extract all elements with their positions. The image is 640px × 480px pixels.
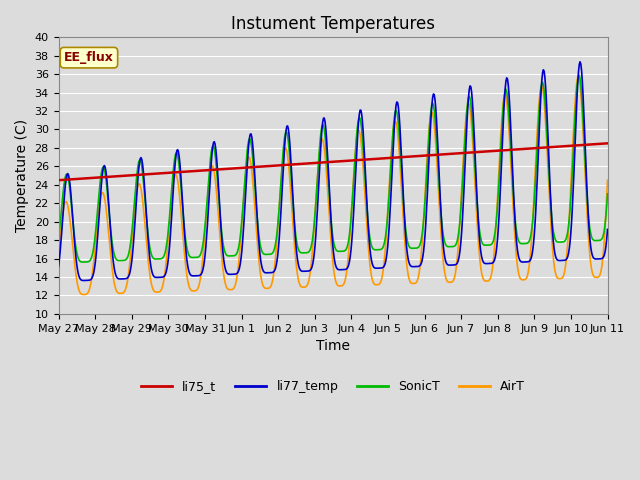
Line: li77_temp: li77_temp (58, 62, 607, 280)
Title: Instument Temperatures: Instument Temperatures (231, 15, 435, 33)
li77_temp (576, 59, 584, 65)
li75_t (416, 153, 424, 159)
Line: AirT: AirT (58, 77, 607, 295)
Text: EE_flux: EE_flux (64, 51, 114, 64)
AirT (122, 286, 129, 291)
SonicT (178, 190, 186, 196)
li75_t (400, 154, 408, 160)
AirT (79, 292, 87, 298)
li77_temp (178, 182, 186, 188)
AirT (178, 215, 186, 220)
AirT (417, 260, 424, 265)
SonicT (54, 237, 62, 242)
li77_temp (122, 276, 129, 282)
AirT (401, 234, 408, 240)
SonicT (207, 156, 214, 161)
SonicT (122, 257, 129, 263)
SonicT (401, 213, 408, 218)
SonicT (575, 72, 583, 78)
li75_t (54, 177, 62, 183)
Y-axis label: Temperature (C): Temperature (C) (15, 119, 29, 232)
AirT (207, 168, 214, 174)
li77_temp (54, 264, 62, 269)
SonicT (79, 259, 87, 265)
SonicT (65, 176, 72, 182)
AirT (54, 250, 62, 255)
Line: SonicT: SonicT (58, 75, 607, 262)
X-axis label: Time: Time (316, 339, 350, 353)
li75_t (177, 169, 184, 175)
li77_temp (401, 214, 408, 219)
SonicT (604, 191, 611, 197)
li77_temp (604, 227, 611, 232)
li77_temp (207, 171, 214, 177)
AirT (604, 178, 611, 183)
SonicT (417, 240, 424, 246)
li75_t (206, 167, 214, 173)
li77_temp (65, 172, 72, 178)
AirT (575, 74, 582, 80)
Line: li75_t: li75_t (58, 144, 607, 180)
AirT (65, 206, 72, 212)
li77_temp (417, 262, 424, 268)
li75_t (604, 141, 611, 146)
li75_t (121, 173, 129, 179)
li77_temp (80, 277, 88, 283)
li75_t (65, 177, 72, 182)
Legend: li75_t, li77_temp, SonicT, AirT: li75_t, li77_temp, SonicT, AirT (136, 375, 530, 398)
